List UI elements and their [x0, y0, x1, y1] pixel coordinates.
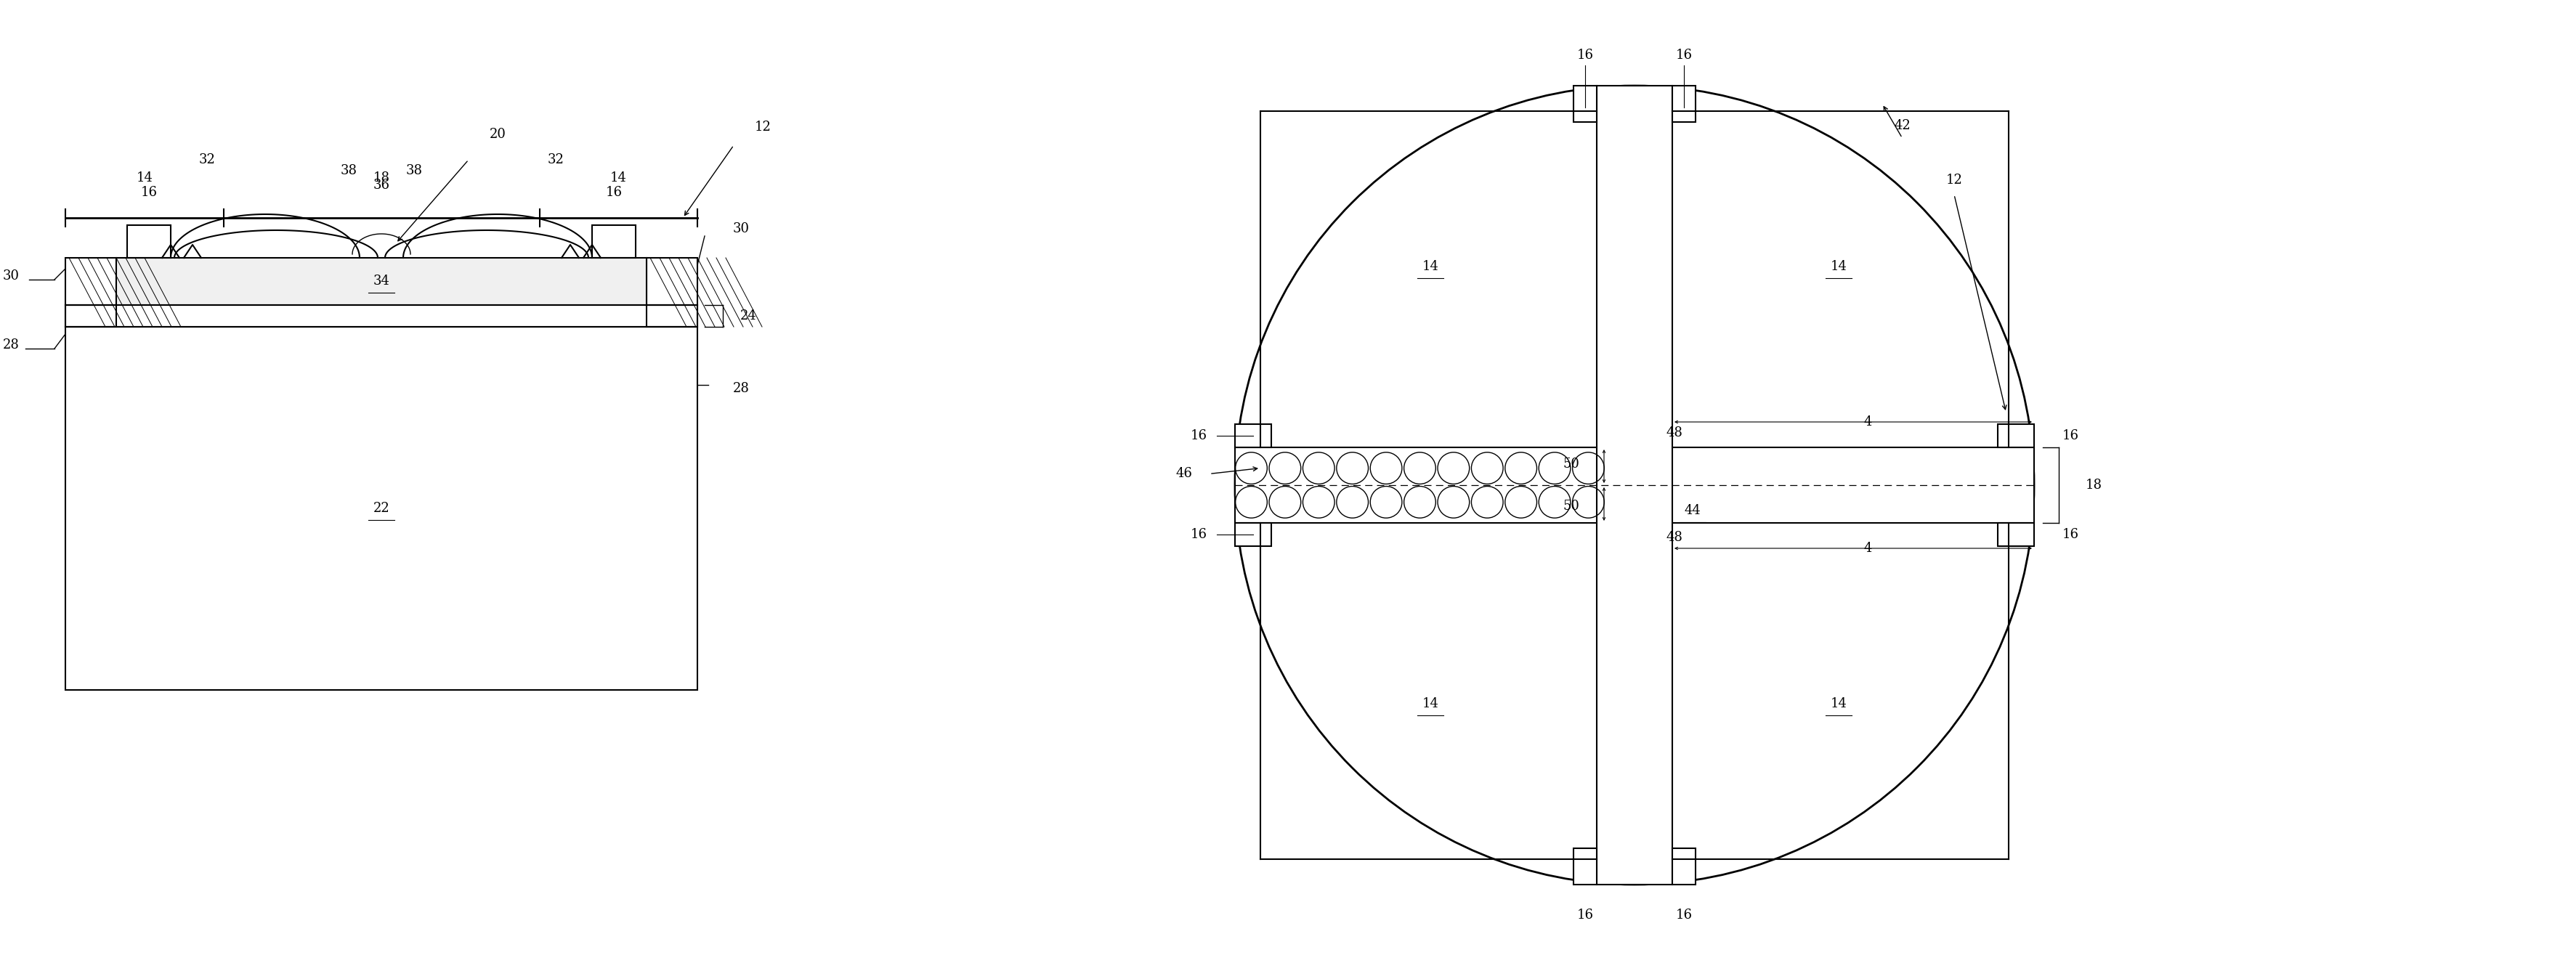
- Bar: [116, 258, 647, 305]
- Bar: [1574, 85, 1597, 122]
- Text: 48: 48: [1667, 531, 1682, 544]
- Text: 28: 28: [3, 339, 18, 352]
- Bar: [592, 225, 636, 258]
- Text: 14: 14: [137, 172, 152, 184]
- Text: 18: 18: [2087, 479, 2102, 491]
- Text: 16: 16: [1190, 528, 1208, 541]
- Text: 24: 24: [739, 310, 757, 322]
- Text: 38: 38: [407, 164, 422, 177]
- Text: 14: 14: [611, 172, 626, 184]
- Text: 44: 44: [1685, 504, 1700, 518]
- Text: 46: 46: [1175, 467, 1193, 481]
- Text: 38: 38: [340, 164, 358, 177]
- Text: 30: 30: [3, 269, 18, 283]
- Text: 16: 16: [1674, 909, 1692, 921]
- Text: 42: 42: [1893, 119, 1911, 132]
- Bar: [126, 225, 170, 258]
- Bar: [1234, 424, 1273, 448]
- Text: 30: 30: [732, 222, 750, 235]
- Bar: [647, 258, 698, 305]
- Text: 16: 16: [1577, 49, 1595, 62]
- Text: 14: 14: [1832, 260, 1847, 273]
- Bar: [1672, 85, 1695, 122]
- Text: 12: 12: [1945, 174, 1963, 186]
- Bar: [64, 305, 698, 327]
- Text: 50: 50: [1564, 499, 1579, 513]
- Bar: [1234, 448, 2035, 523]
- Bar: [1597, 85, 1672, 885]
- Bar: [1672, 849, 1695, 885]
- Bar: [64, 305, 116, 327]
- Text: 16: 16: [1190, 429, 1208, 442]
- Bar: [64, 327, 698, 690]
- Text: 4: 4: [1862, 542, 1873, 554]
- Text: 14: 14: [1422, 260, 1437, 273]
- Text: 16: 16: [2061, 429, 2079, 442]
- Text: 16: 16: [605, 185, 623, 199]
- Bar: [1999, 424, 2035, 448]
- Text: 16: 16: [1577, 909, 1595, 921]
- Bar: [1999, 523, 2035, 546]
- Bar: [1234, 523, 1273, 546]
- Text: 34: 34: [374, 275, 389, 288]
- Text: 14: 14: [1832, 697, 1847, 710]
- Bar: [647, 305, 698, 327]
- Text: 16: 16: [2061, 528, 2079, 541]
- Text: 22: 22: [374, 502, 389, 515]
- Text: 32: 32: [549, 153, 564, 166]
- Text: 16: 16: [142, 185, 157, 199]
- Text: 16: 16: [1674, 49, 1692, 62]
- Text: 28: 28: [732, 382, 750, 395]
- Text: 36: 36: [374, 179, 389, 191]
- Text: 12: 12: [755, 120, 770, 134]
- Text: 4: 4: [1862, 416, 1873, 428]
- Text: 32: 32: [198, 153, 216, 166]
- Bar: [1574, 849, 1597, 885]
- Text: 20: 20: [489, 128, 505, 141]
- Text: 50: 50: [1564, 458, 1579, 471]
- Text: 14: 14: [1422, 697, 1437, 710]
- Text: 48: 48: [1667, 426, 1682, 440]
- Bar: [64, 258, 116, 305]
- Text: 18: 18: [374, 172, 389, 184]
